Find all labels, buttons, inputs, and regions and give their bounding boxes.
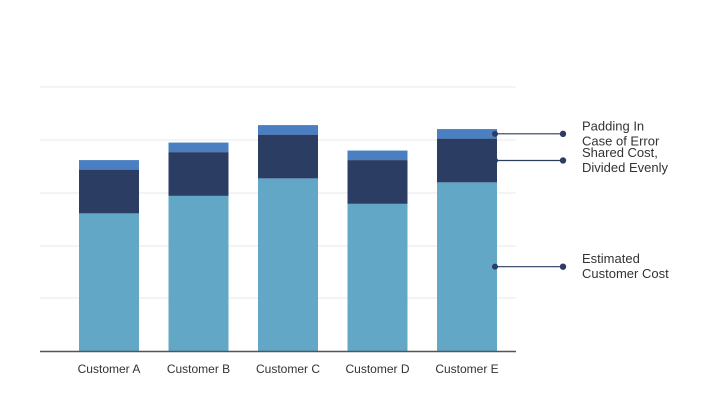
tick-label-customer-a: Customer A xyxy=(78,362,141,376)
callout-label-padding-in-case-of-error-line-1: Padding In xyxy=(582,118,644,133)
callout-label-estimated-customer-cost-line-2: Customer Cost xyxy=(582,266,669,281)
bar-customer-a-padding-in-case-of-error xyxy=(79,160,139,170)
callout-label-shared-cost-divided-evenly-line-2: Divided Evenly xyxy=(582,160,668,175)
bar-customer-a-estimated-customer-cost xyxy=(79,213,139,351)
tick-label-customer-e: Customer E xyxy=(435,362,498,376)
x-tick-labels: Customer A Customer B Customer C Customer D… xyxy=(78,362,499,376)
callout-dot-end-padding-in-case-of-error xyxy=(559,130,567,138)
callout-label-estimated-customer-cost-line-1: Estimated xyxy=(582,251,640,266)
tick-label-customer-b: Customer B xyxy=(167,362,230,376)
bar-customer-d-padding-in-case-of-error xyxy=(347,150,408,161)
bar-customer-e-estimated-customer-cost xyxy=(437,182,497,351)
bar-customer-c-padding-in-case-of-error xyxy=(258,125,318,135)
callout-label-padding-in-case-of-error-line-2: Case of Error xyxy=(582,133,660,148)
bar-customer-d-estimated-customer-cost xyxy=(347,203,408,351)
bar-customer-e-shared-cost-divided-evenly xyxy=(437,138,497,183)
bar-customer-c-shared-cost-divided-evenly xyxy=(258,134,318,179)
bar-customer-b-padding-in-case-of-error xyxy=(168,142,229,153)
bar-customer-b-estimated-customer-cost xyxy=(168,195,229,351)
bar-customer-a-shared-cost-divided-evenly xyxy=(79,169,139,214)
bars xyxy=(79,125,497,351)
callout-label-shared-cost-divided-evenly-line-1: Shared Cost, xyxy=(582,145,658,160)
tick-label-customer-c: Customer C xyxy=(256,362,320,376)
bar-customer-b-shared-cost-divided-evenly xyxy=(168,152,229,196)
callout-dot-start-shared-cost-divided-evenly xyxy=(492,157,498,164)
callout-dot-end-estimated-customer-cost xyxy=(559,263,567,270)
callout-dot-start-padding-in-case-of-error xyxy=(492,130,498,137)
callout-dot-end-shared-cost-divided-evenly xyxy=(559,157,567,164)
bar-customer-e-padding-in-case-of-error xyxy=(437,129,497,139)
tick-label-customer-d: Customer D xyxy=(345,362,409,376)
bar-customer-c-estimated-customer-cost xyxy=(258,178,318,351)
callout-dot-start-estimated-customer-cost xyxy=(492,263,498,270)
bar-customer-d-shared-cost-divided-evenly xyxy=(347,160,408,204)
